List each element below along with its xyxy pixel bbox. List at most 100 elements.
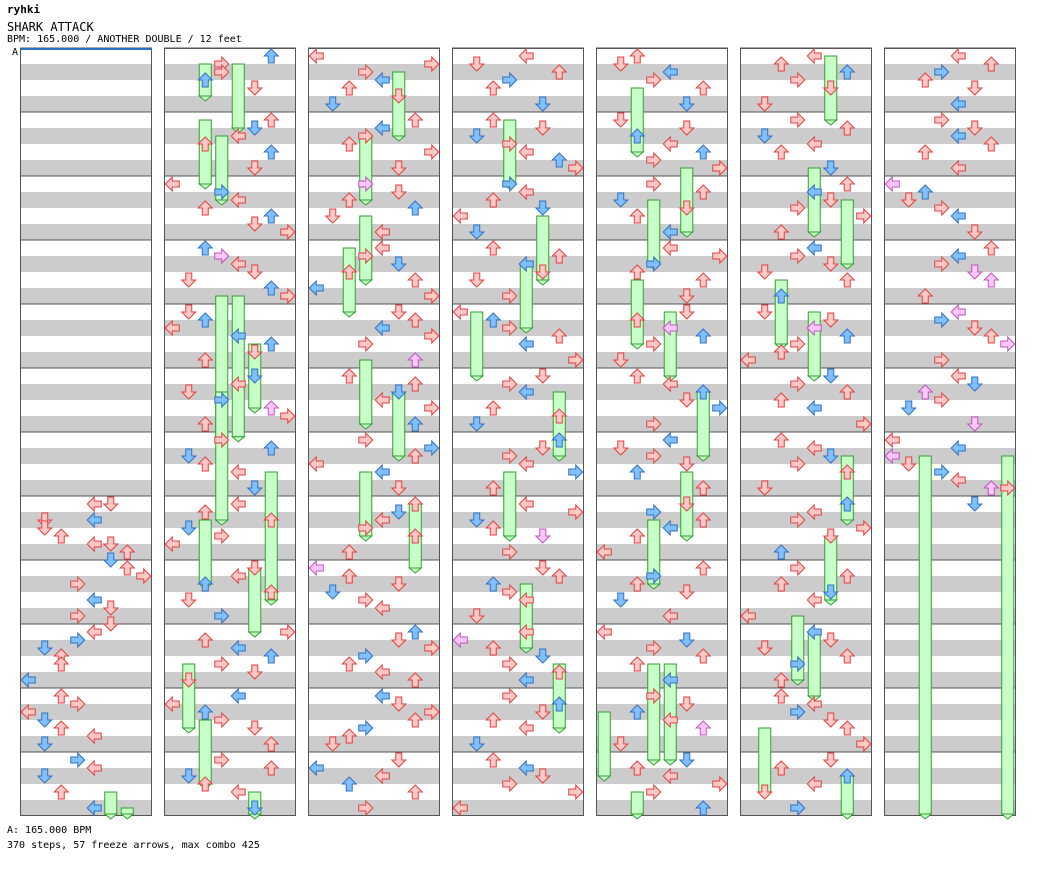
step-arrow (934, 391, 950, 409)
step-arrow (678, 696, 695, 712)
step-arrow (822, 368, 839, 384)
freeze-tail (247, 631, 263, 638)
step-arrow (468, 56, 485, 72)
step-arrow (390, 576, 407, 592)
step-arrow (518, 719, 534, 737)
step-arrow (502, 287, 518, 305)
freeze-body (264, 471, 278, 601)
step-arrow (263, 144, 280, 160)
beat-band (884, 672, 1016, 688)
step-arrow (629, 704, 646, 720)
step-arrow (390, 160, 407, 176)
freeze-tail (790, 679, 806, 686)
step-arrow (53, 656, 70, 672)
beat-band (740, 288, 872, 304)
freeze-tail (358, 535, 374, 542)
freeze-body (519, 263, 533, 329)
step-arrow (424, 327, 440, 345)
step-arrow (502, 319, 518, 337)
step-arrow (662, 767, 678, 785)
step-arrow (950, 207, 966, 225)
step-arrow (856, 519, 872, 537)
step-arrow (214, 431, 230, 449)
step-arrow (568, 351, 584, 369)
step-arrow (246, 368, 263, 384)
step-arrow (407, 528, 424, 544)
beat-band (20, 704, 152, 720)
step-arrow (678, 752, 695, 768)
step-arrow (485, 80, 502, 96)
step-arrow (839, 648, 856, 664)
beat-band (884, 384, 1016, 400)
beat-band (20, 256, 152, 272)
step-arrow (551, 152, 568, 168)
beat-band (452, 640, 584, 656)
freeze-body (758, 727, 772, 793)
step-arrow (518, 143, 534, 161)
step-arrow (407, 272, 424, 288)
step-arrow (518, 671, 534, 689)
step-arrow (756, 304, 773, 320)
step-arrow (341, 80, 358, 96)
freeze-tail (646, 759, 662, 766)
step-arrow (551, 328, 568, 344)
step-arrow (662, 431, 678, 449)
step-arrow (534, 120, 551, 136)
step-arrow (966, 80, 983, 96)
step-arrow (197, 704, 214, 720)
step-arrow (390, 696, 407, 712)
beat-band (308, 544, 440, 560)
freeze-body (392, 71, 406, 137)
step-arrow (86, 759, 102, 777)
step-arrow (390, 752, 407, 768)
step-arrow (839, 120, 856, 136)
step-arrow (263, 208, 280, 224)
step-arrow (452, 631, 468, 649)
beat-band (884, 416, 1016, 432)
step-arrow (390, 632, 407, 648)
step-arrow (917, 384, 934, 400)
step-arrow (551, 696, 568, 712)
step-arrow (983, 240, 1000, 256)
step-arrow (695, 328, 712, 344)
step-arrow (551, 248, 568, 264)
step-arrow (164, 535, 180, 553)
beat-band (308, 640, 440, 656)
step-arrow (407, 496, 424, 512)
beat-band (452, 576, 584, 592)
beat-band (884, 256, 1016, 272)
step-arrow (646, 503, 662, 521)
step-arrow (180, 272, 197, 288)
step-arrow (102, 600, 119, 616)
step-arrow (468, 736, 485, 752)
step-arrow (230, 567, 246, 585)
beat-band (308, 768, 440, 784)
step-arrow (308, 279, 324, 297)
step-arrow (839, 768, 856, 784)
step-arrow (695, 144, 712, 160)
step-arrow (678, 584, 695, 600)
step-arrow (518, 383, 534, 401)
step-arrow (424, 287, 440, 305)
step-arrow (358, 247, 374, 265)
step-arrow (934, 255, 950, 273)
beat-band (884, 160, 1016, 176)
step-arrow (629, 368, 646, 384)
step-arrow (341, 192, 358, 208)
column-border (740, 48, 872, 816)
freeze-tail (551, 455, 567, 462)
step-arrow (966, 416, 983, 432)
step-arrow (214, 751, 230, 769)
beat-band (164, 576, 296, 592)
song-title: SHARK ATTACK (7, 20, 94, 34)
step-arrow (263, 48, 280, 64)
step-arrow (374, 223, 390, 241)
step-arrow (822, 448, 839, 464)
step-arrow (612, 592, 629, 608)
step-arrow (662, 63, 678, 81)
step-arrow (53, 720, 70, 736)
step-arrow (246, 344, 263, 360)
step-arrow (773, 392, 790, 408)
beat-band (596, 256, 728, 272)
